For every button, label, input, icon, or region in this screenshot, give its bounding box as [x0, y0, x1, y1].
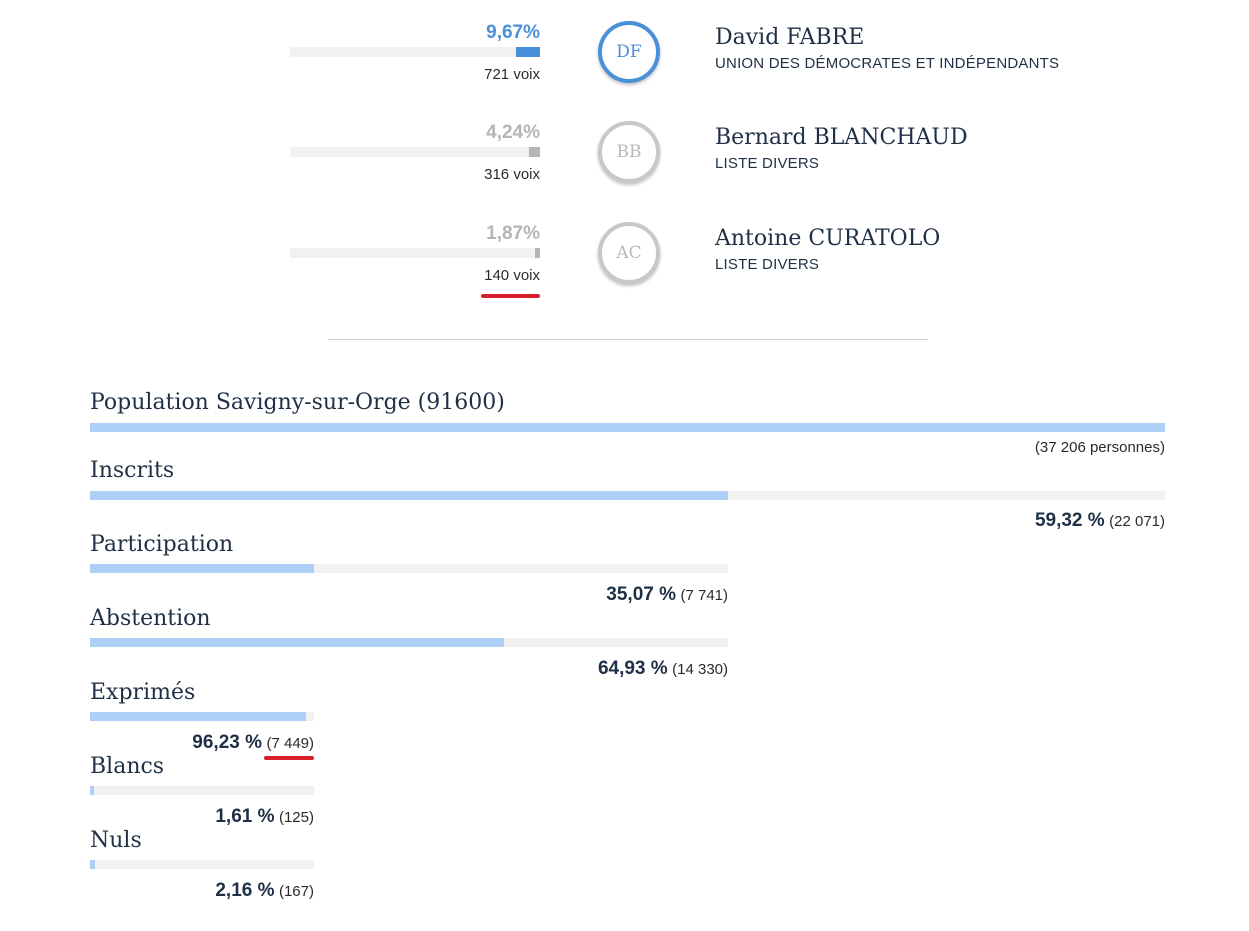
stat-bar-fill — [90, 491, 728, 500]
candidate-row-fabre: 9,67% 721 voix DF David FABRE UNION DES … — [290, 21, 1190, 102]
stat-value: 64,93 % (14 330) — [598, 658, 728, 680]
candidate-party: LISTE DIVERS — [715, 256, 820, 273]
stat-count: (14 330) — [672, 661, 728, 678]
stat-bar-fill — [90, 860, 95, 869]
stat-population: Population Savigny-sur-Orge (91600) (37 … — [90, 390, 1165, 460]
stat-value: 1,61 % (125) — [215, 806, 314, 828]
candidate-votes: 316 voix — [484, 166, 540, 183]
candidate-percent: 9,67% — [486, 22, 540, 43]
candidate-party: UNION DES DÉMOCRATES ET INDÉPENDANTS — [715, 55, 1060, 72]
stat-bar-track — [90, 712, 314, 721]
candidate-votes: 721 voix — [484, 66, 540, 83]
candidate-bar-fill — [515, 47, 540, 57]
stat-bar-fill — [90, 638, 505, 647]
candidate-bar-fill — [529, 147, 540, 157]
stat-blancs: Blancs 1,61 % (125) — [90, 754, 314, 829]
candidate-name: David FABRE — [715, 25, 865, 50]
candidate-avatar: AC — [598, 222, 660, 284]
stat-label: Inscrits — [90, 458, 175, 483]
stat-inscrits: Inscrits 59,32 % (22 071) — [90, 458, 1165, 533]
stat-bar-track — [90, 564, 728, 573]
stat-label: Exprimés — [90, 680, 196, 705]
section-divider — [328, 339, 928, 340]
candidate-bar-track — [290, 47, 540, 57]
stat-count: (125) — [278, 809, 314, 826]
candidate-party: LISTE DIVERS — [715, 155, 820, 172]
stat-label: Abstention — [90, 606, 211, 631]
stat-bar-track — [90, 786, 314, 795]
stat-count: (37 206 personnes) — [1034, 439, 1165, 456]
stat-percent: 59,32 % — [1034, 510, 1105, 531]
stat-percent: 64,93 % — [597, 658, 668, 679]
candidate-bar-fill — [535, 248, 540, 258]
stat-bar-track — [90, 638, 728, 647]
stat-bar-fill — [90, 423, 1165, 432]
highlight-underline — [481, 294, 540, 298]
candidate-name: Antoine CURATOLO — [715, 226, 941, 251]
stat-count: (167) — [278, 883, 314, 900]
stat-label: Blancs — [90, 754, 165, 779]
stat-label: Nuls — [90, 828, 142, 853]
stat-value: 35,07 % (7 741) — [606, 584, 728, 606]
stat-bar-track — [90, 860, 314, 869]
stat-nuls: Nuls 2,16 % (167) — [90, 828, 314, 903]
candidate-row-curatolo: 1,87% 140 voix AC Antoine CURATOLO LISTE… — [290, 222, 1190, 303]
stat-label: Population Savigny-sur-Orge (91600) — [90, 390, 505, 415]
stat-count: (22 071) — [1109, 513, 1165, 530]
stat-count: (7 741) — [680, 587, 728, 604]
candidate-bar-track — [290, 147, 540, 157]
stat-percent: 2,16 % — [215, 880, 275, 901]
stat-abstention: Abstention 64,93 % (14 330) — [90, 606, 728, 681]
candidate-row-blanchaud: 4,24% 316 voix BB Bernard BLANCHAUD LIST… — [290, 121, 1190, 202]
candidate-avatar: BB — [598, 121, 660, 183]
stat-label: Participation — [90, 532, 234, 557]
candidate-percent: 4,24% — [486, 122, 540, 143]
candidate-name: Bernard BLANCHAUD — [715, 125, 968, 150]
stat-count: (7 449) — [266, 735, 314, 752]
stat-exprimes: Exprimés 96,23 % (7 449) — [90, 680, 314, 755]
stat-bar-track — [90, 491, 1165, 500]
stat-value: 96,23 % (7 449) — [192, 732, 314, 754]
stat-percent: 96,23 % — [192, 732, 263, 753]
stat-percent: 35,07 % — [606, 584, 677, 605]
candidate-bar-track — [290, 248, 540, 258]
stat-bar-track — [90, 423, 1165, 432]
stat-value: (37 206 personnes) — [1035, 439, 1165, 457]
stat-value: 2,16 % (167) — [215, 880, 314, 902]
candidate-votes: 140 voix — [484, 267, 540, 284]
stat-bar-fill — [90, 786, 94, 795]
stat-bar-fill — [90, 564, 314, 573]
candidate-avatar: DF — [598, 21, 660, 83]
stat-percent: 1,61 % — [215, 806, 275, 827]
stat-value: 59,32 % (22 071) — [1035, 510, 1165, 532]
stat-bar-fill — [90, 712, 306, 721]
candidate-percent: 1,87% — [486, 223, 540, 244]
highlight-underline — [264, 756, 314, 760]
stat-participation: Participation 35,07 % (7 741) — [90, 532, 728, 607]
